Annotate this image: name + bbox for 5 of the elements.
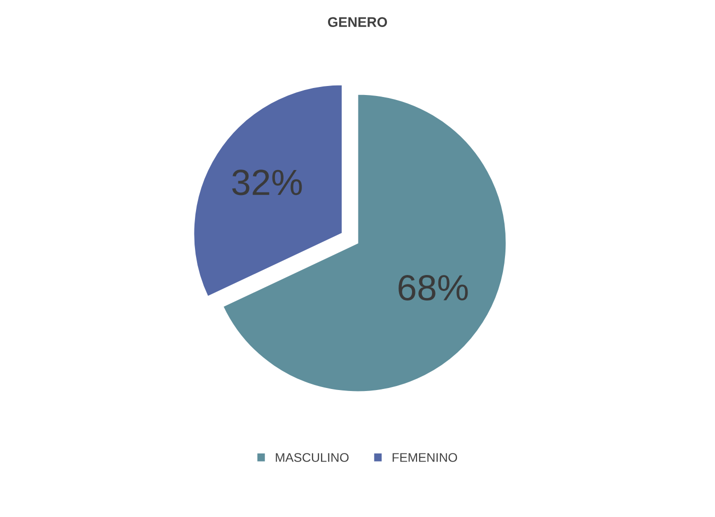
legend-label: FEMENINO (392, 453, 458, 462)
data-label: 32% (232, 170, 302, 196)
data-label: 68% (398, 274, 468, 301)
chart-title: GENERO (328, 17, 388, 27)
legend-label: MASCULINO (276, 453, 349, 462)
